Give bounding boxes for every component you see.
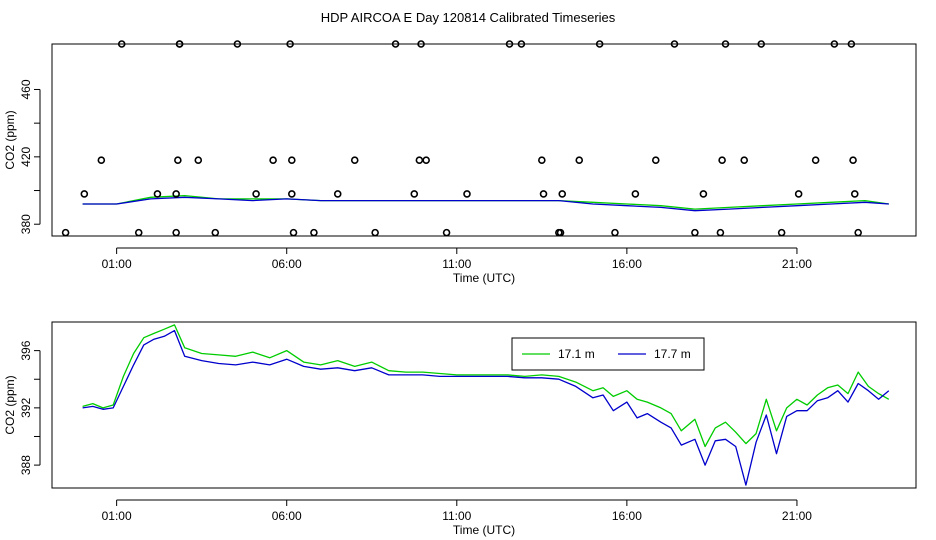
y-axis-label: CO2 (ppm) [3,375,17,434]
x-tick-label: 01:00 [102,509,132,523]
legend-label-1: 17.1 m [558,347,595,361]
cal-point [740,156,749,165]
cal-point [175,40,184,48]
cal-point [847,40,856,48]
legend: 17.1 m 17.7 m [511,337,705,371]
plot-frame [51,321,917,489]
cal-point [539,190,548,198]
x-tick-label: 16:00 [612,509,642,523]
cal-point [517,40,526,48]
cal-point [289,228,298,237]
cal-point [211,228,220,237]
cal-point [172,190,180,198]
series-line-2 [82,196,889,212]
y-tick-label: 380 [19,214,33,234]
plot-frame [51,43,917,237]
series-line-1 [82,324,890,448]
cal-point [558,190,567,198]
cal-point [252,190,260,198]
cal-point [410,190,419,198]
cal-point [269,156,277,165]
chart-title: HDP AIRCOA E Day 120814 Calibrated Times… [321,10,616,25]
cal-point [691,228,699,237]
cal-point [811,156,820,165]
y-tick-label: 420 [19,147,33,167]
cal-point [194,156,203,165]
x-tick-label: 06:00 [272,509,302,523]
cal-point [310,228,318,237]
cal-point [288,156,296,165]
y-tick-label: 396 [19,340,33,360]
cal-point [721,40,730,48]
cal-point [854,228,862,237]
panel-bottom: 01:00 06:00 11:00 16:00 21:00 Time (UTC) 388 39… [3,321,917,537]
legend-label-2: 17.7 m [654,347,691,361]
cal-point [849,156,857,165]
cal-point [595,40,604,48]
cal-point [442,228,451,237]
y-tick-label: 392 [19,398,33,418]
cal-point [777,228,786,237]
cal-point [286,40,294,48]
cal-point [757,40,766,48]
x-tick-label: 11:00 [442,509,471,523]
cal-point [174,156,182,165]
cal-point [699,190,708,198]
cal-point [417,40,425,48]
cal-point [391,40,400,48]
cal-point [575,156,584,165]
x-axis-label: Time (UTC) [453,271,515,285]
cal-point [172,228,180,237]
cal-point [538,156,546,165]
x-tick-label: 16:00 [612,257,642,271]
cal-point [97,156,106,165]
series-line-2 [82,329,890,486]
cal-point [422,156,430,165]
cal-point [830,40,839,48]
panel-top: 01:00 06:00 11:00 16:00 21:00 Time (UTC) 380 42… [3,40,917,285]
x-tick-label: 06:00 [272,257,302,271]
cal-point [611,228,619,237]
cal-point [794,190,803,198]
cal-point [631,190,640,198]
cal-point [716,228,725,237]
x-tick-label: 11:00 [442,257,471,271]
cal-point [153,190,162,198]
x-tick-label: 21:00 [782,509,812,523]
x-tick-label: 21:00 [782,257,812,271]
cal-point [350,156,359,165]
y-axis-label: CO2 (ppm) [3,110,17,169]
cal-point [233,40,242,48]
x-axis-label: Time (UTC) [453,523,515,537]
cal-point [333,190,342,198]
cal-point [80,190,89,198]
cal-point [718,156,726,165]
y-tick-label: 388 [19,455,33,475]
cal-point [556,228,565,237]
cal-point [288,190,296,198]
y-tick-label: 460 [19,79,33,99]
cal-point [117,40,126,48]
cal-point [505,40,514,48]
cal-point [61,228,70,237]
cal-point [651,156,660,165]
cal-point [134,228,143,237]
cal-point [415,156,424,165]
cal-point [463,190,471,198]
cal-point [850,190,859,198]
x-tick-label: 01:00 [102,257,132,271]
cal-point [371,228,379,237]
cal-point [670,40,679,48]
